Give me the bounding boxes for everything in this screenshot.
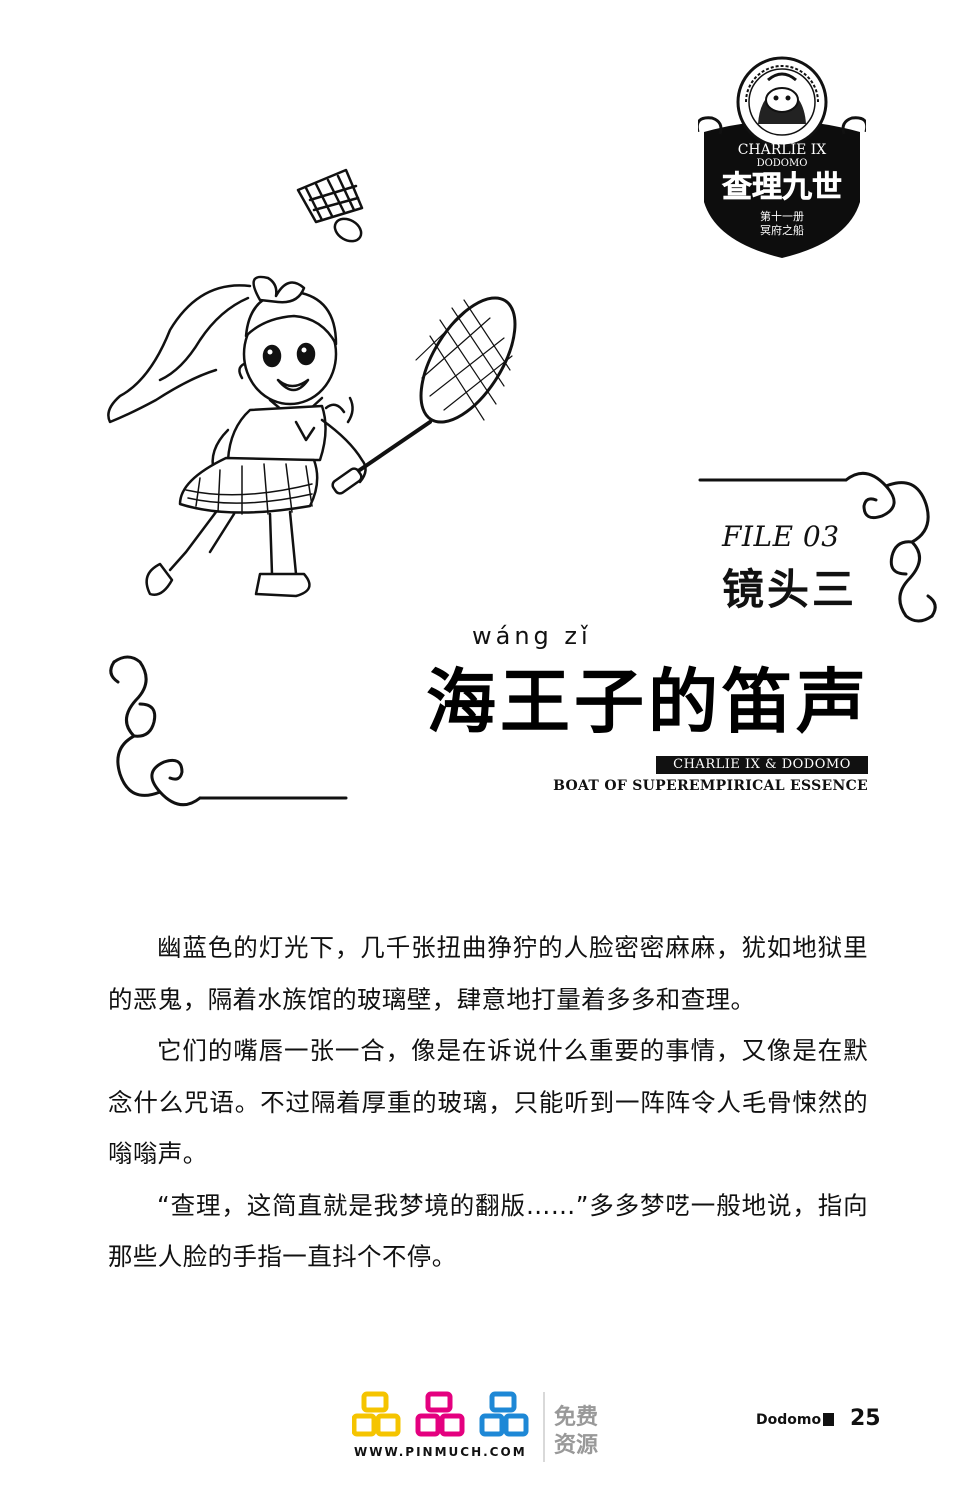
running-footer: Dodomo — [756, 1412, 835, 1428]
pinmuch-logo-icon — [352, 1391, 529, 1437]
corner-ornament-right — [698, 471, 937, 623]
badge-series-en: CHARLIE IX — [738, 142, 827, 158]
book-subtitle: BOAT OF SUPEREMPIRICAL ESSENCE — [553, 778, 868, 794]
body-text: 幽蓝色的灯光下，几千张扭曲狰狞的人脸密密麻麻，犹如地狱里的恶鬼，隔着水族馆的玻璃… — [108, 922, 868, 1283]
file-label: FILE 03 — [722, 520, 840, 553]
watermark-line1: 免费 — [554, 1404, 598, 1430]
series-badge: CHARLIE IX DODOMO 查理九世 第十一册 冥府之船 — [698, 56, 866, 258]
series-name: CHARLIE IX & DODOMO — [673, 757, 851, 772]
runner-mark-icon — [823, 1413, 835, 1426]
paragraph: “查理，这简直就是我梦境的翻版……”多多梦呓一般地说，指向那些人脸的手指一直抖个… — [108, 1190, 868, 1272]
watermark-url: WWW.PINMUCH.COM — [354, 1445, 527, 1459]
runner-text: Dodomo — [756, 1412, 822, 1428]
girl-badminton-illustration — [107, 168, 517, 598]
shuttlecock-icon — [296, 168, 364, 243]
badge-series-en2: DODOMO — [757, 158, 808, 169]
paragraph: 幽蓝色的灯光下，几千张扭曲狰狞的人脸密密麻麻，犹如地狱里的恶鬼，隔着水族馆的玻璃… — [108, 933, 868, 1014]
badge-volume: 第十一册 — [760, 209, 804, 223]
pinmuch-watermark: WWW.PINMUCH.COM 免费 资源 — [352, 1391, 598, 1462]
file-title: 镜头三 — [722, 565, 858, 614]
watermark-line2: 资源 — [554, 1433, 598, 1458]
series-name-bar — [656, 756, 868, 774]
badge-title: 查理九世 — [722, 170, 842, 205]
page-number: 25 — [850, 1406, 881, 1431]
racket-icon — [331, 296, 517, 495]
badge-volume-title: 冥府之船 — [760, 223, 804, 237]
paragraph: 它们的嘴唇一张一合，像是在诉说什么重要的事情，又像是在默念什么咒语。不过隔着厚重… — [108, 1036, 868, 1168]
corner-ornament-left — [109, 655, 348, 807]
chapter-title: 海王子的笛声 — [426, 660, 870, 743]
chapter-pinyin: wáng zǐ — [472, 622, 592, 650]
